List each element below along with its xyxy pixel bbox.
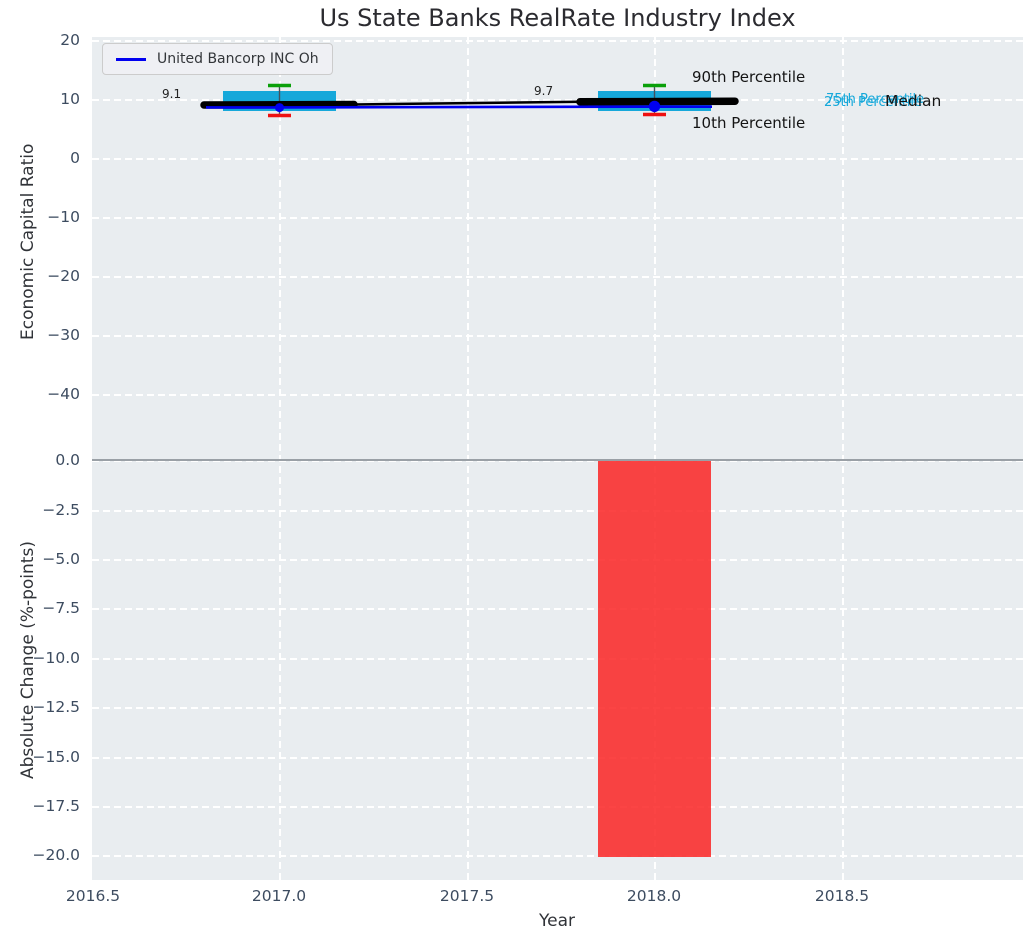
gridline	[92, 510, 1023, 512]
gridline	[92, 394, 1023, 396]
median-connector-line	[353, 100, 581, 106]
gridline	[92, 40, 1023, 42]
gridline	[92, 806, 1023, 808]
median-value-2017: 9.1	[162, 87, 182, 101]
p90-annotation: 90th Percentile	[692, 68, 806, 86]
ytick-bottom: −5.0	[42, 550, 80, 568]
ytick-bottom: −12.5	[32, 698, 81, 716]
gridline	[92, 158, 1023, 160]
p25-annotation: 25th Percentile	[824, 95, 923, 110]
boxplot-canvas	[200, 83, 739, 118]
xtick: 2017.0	[251, 887, 307, 905]
gridline	[467, 37, 469, 880]
p10-annotation: 10th Percentile	[692, 114, 806, 132]
gridline	[92, 276, 1023, 278]
ytick-bottom: −20.0	[32, 846, 81, 864]
ytick-bottom: −15.0	[32, 748, 81, 766]
company-marker-2018	[648, 100, 661, 113]
gridline	[842, 37, 844, 880]
gridline	[92, 335, 1023, 337]
ytick-bottom: −2.5	[42, 501, 80, 519]
legend-line-icon	[116, 57, 146, 61]
gridline	[92, 608, 1023, 610]
y-axis-label-bottom: Absolute Change (%-points)	[18, 541, 38, 779]
chart-title: Us State Banks RealRate Industry Index	[319, 4, 796, 32]
company-marker-2017	[275, 103, 284, 113]
gridline	[92, 99, 1023, 101]
median-line-2018	[576, 97, 739, 106]
ytick-bottom: −10.0	[32, 649, 81, 667]
xtick: 2017.5	[439, 887, 495, 905]
gridline	[279, 37, 281, 880]
legend: United Bancorp INC Oh	[102, 43, 333, 75]
gridline	[92, 460, 1023, 462]
xtick: 2018.5	[814, 887, 870, 905]
ytick-bottom: −7.5	[42, 599, 80, 617]
gridline	[92, 559, 1023, 561]
y-axis-label-top: Economic Capital Ratio	[18, 143, 38, 340]
gridline	[92, 707, 1023, 709]
median-annotation: Median	[885, 92, 942, 110]
ytick-top: 10	[60, 90, 80, 108]
ytick-top: −30	[47, 326, 80, 344]
gridline	[654, 37, 656, 880]
legend-label: United Bancorp INC Oh	[157, 51, 319, 67]
ytick-top: −20	[47, 267, 80, 285]
x-axis-label: Year	[539, 911, 575, 931]
gridline	[92, 217, 1023, 219]
p75-annotation: 75th Percentile	[826, 92, 925, 107]
plot-area	[92, 37, 1023, 880]
ytick-bottom: 0.0	[55, 451, 80, 469]
ytick-top: 0	[70, 149, 80, 167]
gridline	[92, 855, 1023, 857]
xtick: 2016.5	[65, 887, 121, 905]
company-line	[206, 105, 712, 109]
ytick-top: −10	[47, 208, 80, 226]
zero-baseline	[92, 459, 1023, 461]
xtick: 2018.0	[626, 887, 682, 905]
bar-2018-change	[598, 461, 711, 857]
median-value-2018: 9.7	[534, 84, 554, 98]
ytick-top: 20	[60, 31, 80, 49]
gridline	[92, 757, 1023, 759]
ytick-bottom: −17.5	[32, 797, 81, 815]
ytick-top: −40	[47, 385, 80, 403]
gridline	[92, 658, 1023, 660]
